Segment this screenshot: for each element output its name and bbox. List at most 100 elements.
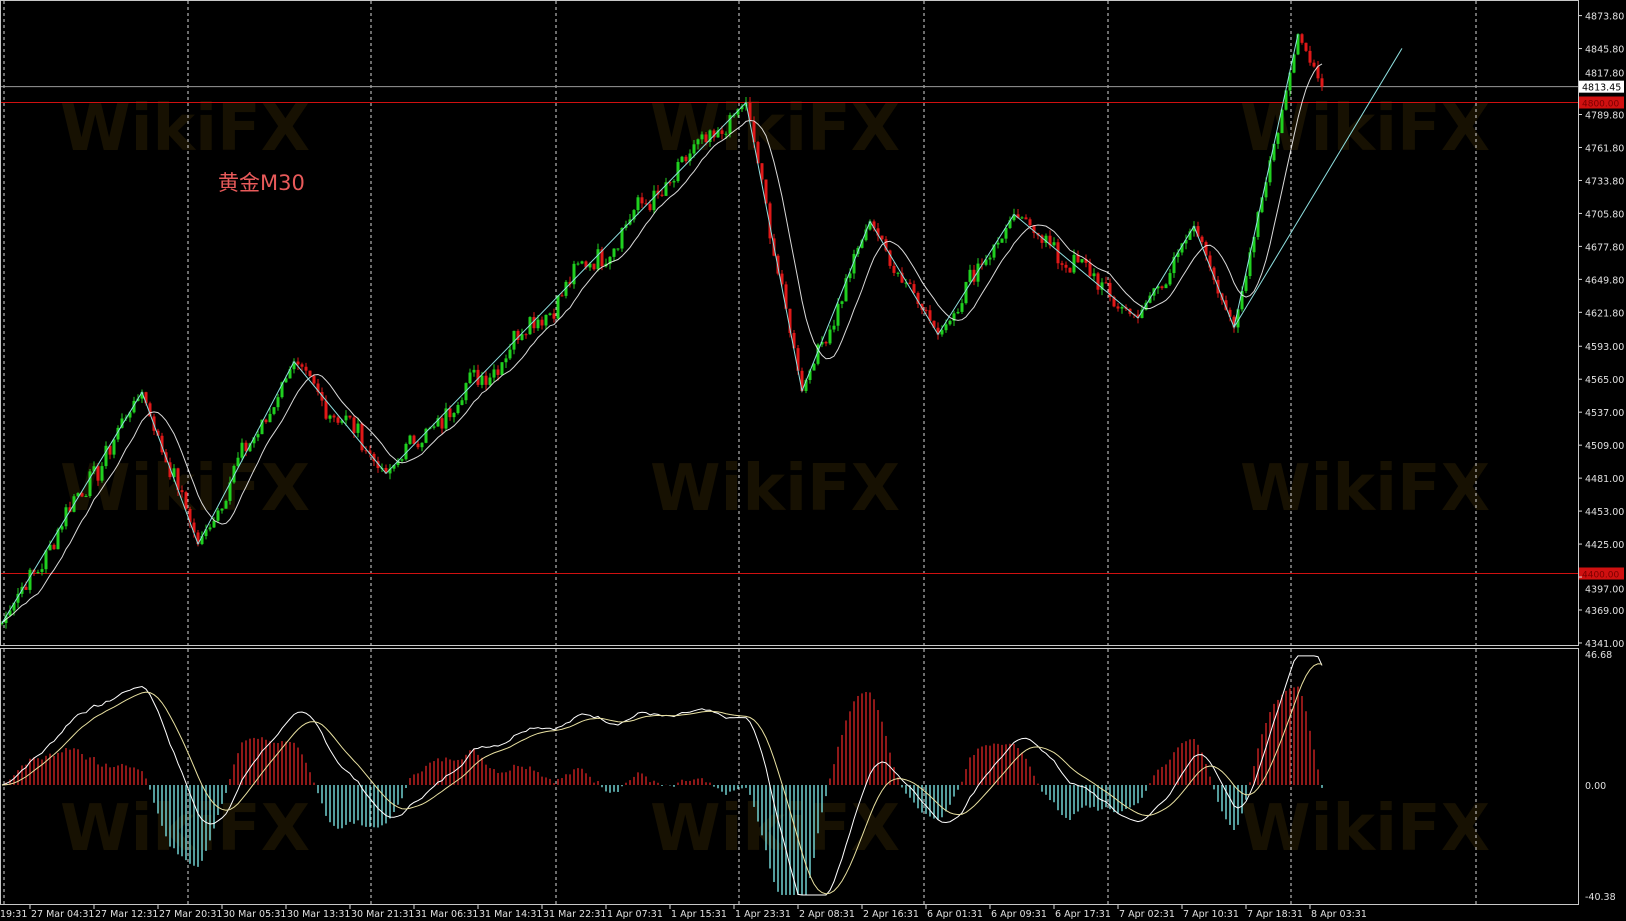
level-price-tag — [1579, 567, 1624, 580]
watermark-layer: WikiFX WikiFX WikiFX WikiFX WikiFX WikiFX Wiki… — [60, 92, 1490, 866]
bull-candle — [208, 527, 212, 530]
horizontal-levels[interactable] — [0, 86, 1578, 574]
time-axis[interactable]: 19:31 27 Mar 04:31 27 Mar 12:31 27 Mar 20:3… — [0, 905, 1367, 920]
bull-candle — [816, 344, 820, 364]
bull-candle — [260, 419, 264, 435]
price-tick-label: 4705.80 — [1585, 209, 1624, 220]
bear-candle — [924, 309, 928, 311]
bull-candle — [252, 437, 256, 444]
bull-candle — [984, 259, 988, 265]
bull-candle — [724, 133, 728, 135]
bear-candle — [312, 376, 316, 384]
bear-candle — [368, 450, 372, 454]
bull-candle — [940, 330, 944, 335]
bear-candle — [296, 361, 300, 365]
bull-candle — [424, 428, 428, 443]
bear-candle — [24, 586, 28, 590]
bear-candle — [560, 295, 564, 297]
bear-candle — [1320, 78, 1324, 87]
bear-candle — [900, 272, 904, 283]
bull-candle — [396, 460, 400, 466]
price-axis[interactable]: 4800.00 4400.00 4873.80 4845.80 4817.80 4789.… — [1579, 12, 1624, 903]
bull-candle — [1260, 197, 1264, 213]
bull-candle — [1188, 231, 1192, 240]
time-tick-label: 6 Apr 09:31 — [991, 909, 1047, 920]
bull-candle — [548, 313, 552, 315]
watermark-text: WikiFX — [60, 792, 310, 866]
bull-candle — [652, 190, 656, 211]
bear-candle — [584, 261, 588, 268]
price-tick-label: 4425.00 — [1585, 540, 1624, 551]
bear-candle — [888, 250, 892, 266]
price-tick-label: 4733.80 — [1585, 176, 1624, 187]
bull-candle — [456, 404, 460, 413]
bear-candle — [440, 418, 444, 429]
bull-candle — [1288, 72, 1292, 91]
time-tick-label: 30 Mar 05:31 — [223, 909, 286, 920]
bull-candle — [60, 526, 64, 530]
time-tick-label: 1 Apr 15:31 — [671, 909, 727, 920]
bear-candle — [876, 228, 880, 236]
time-tick-label: 8 Apr 03:31 — [1311, 909, 1367, 920]
bull-candle — [1268, 160, 1272, 183]
bear-candle — [148, 403, 152, 417]
bull-candle — [216, 510, 220, 521]
bear-candle — [332, 415, 336, 418]
time-tick-label: 2 Apr 16:31 — [863, 909, 919, 920]
bull-candle — [292, 361, 296, 370]
bull-candle — [1184, 239, 1188, 244]
price-tick-label: 4649.80 — [1585, 275, 1624, 286]
price-tick-label: 4621.80 — [1585, 308, 1624, 319]
bull-candle — [172, 468, 176, 478]
price-tick-label: 4845.80 — [1585, 45, 1624, 56]
bull-candle — [1156, 286, 1160, 289]
bear-candle — [796, 348, 800, 371]
bull-candle — [1168, 273, 1172, 285]
time-tick-label: 7 Apr 10:31 — [1183, 909, 1239, 920]
bear-candle — [540, 319, 544, 326]
bear-candle — [348, 415, 352, 418]
bear-candle — [1300, 34, 1304, 43]
bear-candle — [168, 462, 172, 478]
bear-candle — [244, 442, 248, 452]
bear-candle — [704, 134, 708, 142]
bear-candle — [1304, 42, 1308, 51]
bull-candle — [1256, 212, 1260, 237]
bear-candle — [660, 194, 664, 196]
bull-candle — [676, 162, 680, 182]
bull-candle — [976, 263, 980, 282]
bull-candle — [1004, 228, 1008, 239]
bull-candle — [536, 319, 540, 329]
bull-candle — [12, 602, 16, 611]
indicator-tick-label: 0.00 — [1585, 781, 1606, 792]
time-tick-label: 7 Apr 18:31 — [1247, 909, 1303, 920]
bull-candle — [1280, 109, 1284, 134]
bear-candle — [600, 249, 604, 267]
bear-candle — [1060, 263, 1064, 265]
bull-candle — [116, 427, 120, 440]
bull-candle — [472, 369, 476, 373]
bear-candle — [304, 366, 308, 371]
bear-candle — [936, 327, 940, 335]
time-tick-label: 31 Mar 14:31 — [479, 909, 542, 920]
bull-candle — [664, 182, 668, 196]
bear-candle — [360, 423, 364, 451]
time-tick-label: 7 Apr 02:31 — [1119, 909, 1175, 920]
bull-candle — [280, 382, 284, 398]
moving-average-line — [1, 63, 1323, 624]
bull-candle — [16, 593, 20, 603]
bear-candle — [1088, 262, 1092, 277]
bull-candle — [868, 221, 872, 230]
current-price-label: 4813.45 — [1582, 83, 1621, 94]
bull-candle — [1120, 307, 1124, 309]
bull-candle — [140, 392, 144, 399]
bull-candle — [580, 261, 584, 264]
bull-candle — [828, 329, 832, 344]
trendline — [1233, 48, 1403, 328]
bull-candle — [1236, 309, 1240, 328]
bull-candle — [1244, 276, 1248, 291]
bull-candle — [240, 442, 244, 458]
bear-candle — [1160, 286, 1164, 289]
bear-candle — [96, 466, 100, 481]
